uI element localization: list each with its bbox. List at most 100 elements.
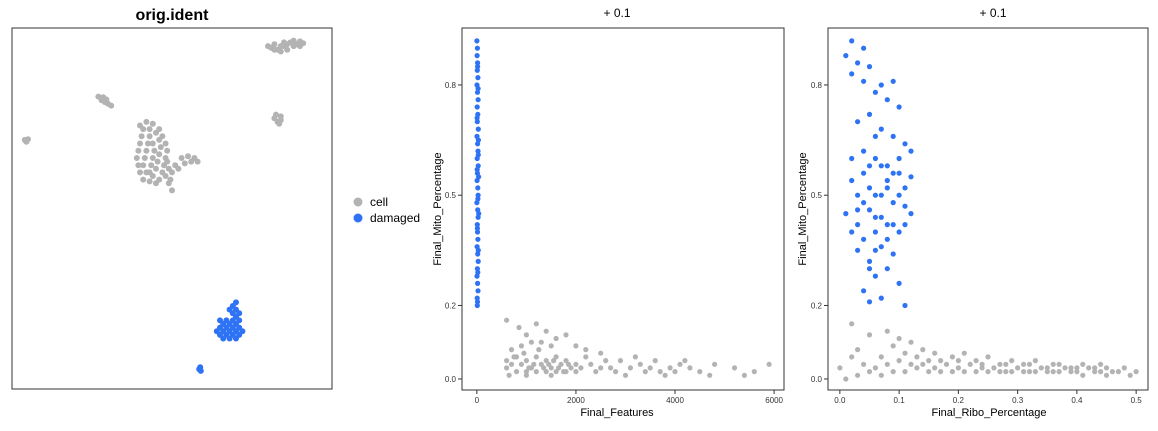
point-cell (872, 365, 879, 371)
point-damaged (475, 75, 481, 81)
point-damaged (872, 214, 879, 220)
point-damaged (872, 247, 879, 253)
point-cell (548, 343, 554, 349)
point-cell (573, 361, 579, 367)
point-cell (849, 354, 855, 360)
point-damaged (890, 200, 896, 206)
point-damaged (896, 229, 902, 235)
x-tick-label: 2000 (567, 396, 585, 405)
point-cell (140, 176, 147, 183)
legend: cell damaged (353, 195, 420, 225)
y-tick-label: 0.2 (811, 301, 823, 310)
point-damaged (878, 244, 884, 250)
panel-features-vs-mito: + 0.1 0 2000 4000 6000 0.0 0.2 0.5 0.8 Final_Fe… (432, 6, 785, 419)
point-damaged (475, 148, 481, 154)
point-cell (938, 358, 944, 364)
point-cell (985, 354, 991, 360)
point-damaged (902, 185, 908, 191)
point-cell (146, 178, 153, 185)
point-cell (135, 147, 142, 154)
point-cell (543, 328, 549, 334)
point-damaged (872, 229, 879, 235)
point-damaged (884, 97, 890, 103)
x-tick-label: 6000 (765, 396, 783, 405)
point-damaged (861, 288, 867, 294)
point-cell (588, 361, 594, 367)
point-cell (145, 140, 151, 147)
point-cell (553, 369, 559, 375)
panel2-frame (461, 27, 785, 391)
x-tick-label: 0.3 (1012, 396, 1024, 405)
point-damaged (878, 295, 884, 301)
point-damaged (902, 203, 908, 209)
point-cell (1103, 365, 1110, 371)
panel-orig-ident: orig.ident (11, 7, 333, 390)
point-cell (593, 369, 599, 375)
point-damaged (475, 236, 481, 242)
point-cell (1056, 361, 1062, 367)
point-cell (523, 372, 530, 378)
point-cell (518, 361, 525, 367)
point-damaged (849, 229, 855, 235)
point-damaged (233, 299, 239, 306)
point-cell (991, 365, 997, 371)
point-cell (697, 369, 703, 375)
point-cell (1056, 369, 1062, 375)
point-damaged (474, 53, 480, 59)
point-damaged (890, 251, 896, 257)
legend-key-cell (353, 197, 363, 207)
point-cell (961, 350, 967, 356)
point-cell (137, 140, 143, 147)
point-cell (766, 361, 772, 367)
y-tick-label: 0.0 (445, 375, 457, 384)
point-cell (553, 354, 559, 360)
point-damaged (884, 163, 890, 169)
point-cell (662, 372, 668, 378)
point-damaged (849, 155, 855, 162)
point-cell (603, 358, 609, 364)
point-cell (837, 365, 843, 371)
point-damaged (890, 133, 896, 139)
point-cell (843, 376, 849, 382)
point-cell (884, 361, 890, 367)
point-damaged (866, 207, 873, 213)
point-cell (157, 144, 164, 151)
point-cell (506, 372, 512, 378)
point-cell (169, 169, 175, 176)
point-cell (565, 361, 572, 367)
point-damaged (896, 170, 902, 176)
point-cell (140, 162, 147, 169)
point-cell (1133, 369, 1139, 375)
point-cell (920, 361, 926, 367)
point-cell (141, 155, 148, 161)
point-cell (137, 169, 143, 176)
point-cell (908, 339, 914, 345)
point-damaged (872, 133, 879, 139)
point-cell (1021, 361, 1027, 367)
point-damaged (878, 192, 884, 198)
x-tick-label: 4000 (666, 396, 684, 405)
point-cell (1062, 365, 1068, 371)
point-cell (153, 165, 159, 172)
point-cell (162, 173, 169, 179)
point-cell (652, 358, 658, 364)
point-cell (1026, 361, 1033, 367)
point-cell (511, 354, 517, 360)
point-cell (533, 354, 539, 360)
point-damaged (861, 78, 867, 84)
point-cell (541, 365, 547, 371)
point-cell (1109, 369, 1115, 375)
point-cell (637, 361, 643, 367)
point-cell (1015, 365, 1021, 371)
point-cell (687, 365, 693, 371)
point-cell (1003, 369, 1009, 375)
point-damaged (475, 247, 481, 253)
point-cell (149, 120, 156, 127)
point-cell (583, 347, 589, 353)
point-damaged (896, 192, 902, 198)
point-cell (712, 361, 718, 367)
point-damaged (475, 258, 481, 264)
point-cell (543, 369, 549, 375)
x-tick-label: 0.0 (834, 396, 846, 405)
point-damaged (474, 229, 481, 235)
